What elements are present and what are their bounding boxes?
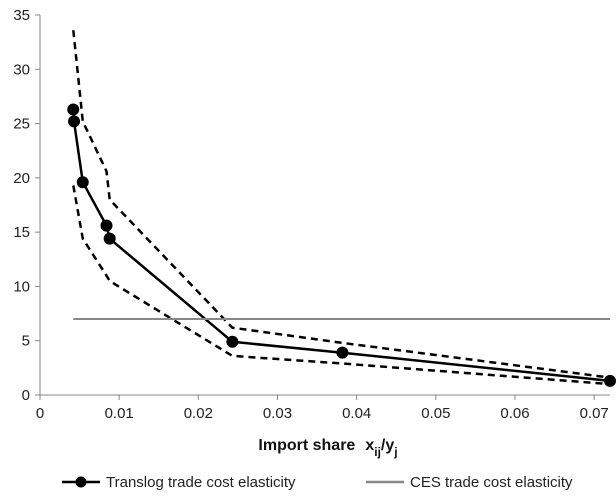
upper-bound-dashed-line [72,30,611,379]
translog-point [68,115,81,128]
plot-lines [67,30,616,387]
translog-point [226,335,239,348]
x-tick-label: 0.07 [580,405,609,422]
y-tick-label: 20 [13,170,30,187]
x-axis-title-var: x [365,437,374,454]
y-tick-label: 0 [22,387,30,404]
x-tick-label: 0.06 [500,405,529,422]
x-tick-label: 0 [36,405,44,422]
x-axis-title-sub2: j [393,445,397,459]
legend-translog-marker [75,476,87,488]
x-tick-label: 0.01 [105,405,134,422]
translog-point [604,374,616,387]
x-tick-label: 0.03 [263,405,292,422]
translog-point [67,103,80,116]
lower-bound-dashed-line [72,185,611,386]
x-axis-title-slash: /y [381,437,394,454]
y-tick-label: 10 [13,278,30,295]
x-tick-label: 0.02 [184,405,213,422]
translog-point [76,176,89,189]
x-axis-title: Import share xij/yj [258,437,397,459]
translog-point [100,219,113,232]
legend-ces-label: CES trade cost elasticity [410,474,573,491]
x-tick-label: 0.04 [342,405,371,422]
legend: Translog trade cost elasticity CES trade… [62,474,573,491]
x-axis-title-sub1: ij [374,445,381,459]
x-tick-label: 0.05 [421,405,450,422]
y-tick-label: 15 [13,224,30,241]
x-axis-title-text: Import share [258,437,355,454]
legend-translog-label: Translog trade cost elasticity [106,474,296,491]
tick-labels: 0 5 10 15 20 25 30 35 0 0.01 0.02 0.03 0.04 0.05 0.06 0… [13,7,608,422]
translog-point [103,232,116,245]
y-tick-label: 30 [13,61,30,78]
y-tick-label: 35 [13,7,30,24]
translog-line [72,109,611,383]
axes [35,14,610,400]
y-tick-label: 25 [13,116,30,133]
y-tick-label: 5 [22,333,30,350]
translog-point [336,346,349,359]
